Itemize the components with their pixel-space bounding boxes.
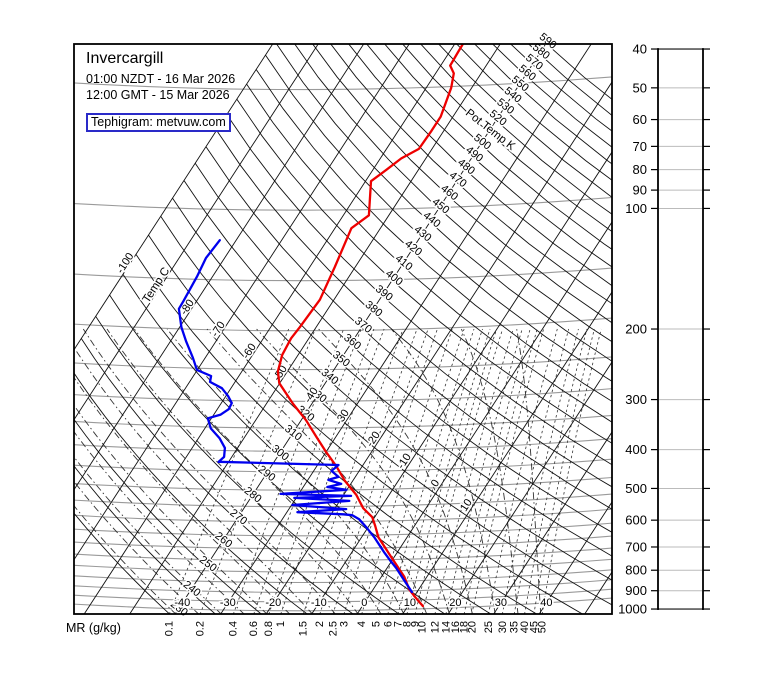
svg-text:1000: 1000 [618,602,647,617]
svg-text:40: 40 [519,621,531,633]
valid-local-time: 01:00 NZDT - 16 Mar 2026 [86,72,236,86]
svg-text:350: 350 [330,349,352,370]
temperature-trace [276,44,464,608]
svg-text:270: 270 [227,507,249,528]
plot-grid [74,44,612,614]
svg-text:35: 35 [509,621,521,633]
svg-text:300: 300 [625,392,647,407]
svg-text:3: 3 [338,621,350,627]
svg-text:0.1: 0.1 [164,621,176,636]
svg-text:0.4: 0.4 [228,621,240,636]
svg-text:0.2: 0.2 [195,621,207,636]
svg-text:410: 410 [393,253,415,274]
dry-adiabat-grid [74,44,612,614]
svg-text:290: 290 [256,463,278,484]
svg-text:-10: -10 [311,597,327,609]
svg-text:30: 30 [495,597,507,609]
svg-text:80: 80 [633,162,647,177]
svg-text:0.8: 0.8 [263,621,275,636]
svg-text:800: 800 [625,563,647,578]
svg-text:14: 14 [440,621,452,633]
svg-text:-50: -50 [271,363,290,383]
valid-gmt-time: 12:00 GMT - 15 Mar 2026 [86,88,230,102]
svg-text:12: 12 [429,621,441,633]
svg-text:300: 300 [269,443,291,464]
svg-text:400: 400 [625,442,647,457]
svg-text:1: 1 [275,621,287,627]
svg-text:900: 900 [625,583,647,598]
svg-text:280: 280 [242,485,264,506]
svg-text:5: 5 [370,621,382,627]
svg-text:50: 50 [633,80,647,95]
title-block: Invercargill 01:00 NZDT - 16 Mar 2026 12… [86,50,235,132]
svg-text:600: 600 [625,513,647,528]
svg-text:-40: -40 [174,597,190,609]
svg-text:20: 20 [466,621,478,633]
svg-text:9: 9 [409,621,421,627]
svg-text:-20: -20 [265,597,281,609]
svg-text:2.5: 2.5 [327,621,339,636]
svg-text:8: 8 [401,621,413,627]
svg-text:90: 90 [633,183,647,198]
dewpoint-trace [177,239,414,594]
svg-text:4: 4 [356,621,368,627]
station-name: Invercargill [86,50,164,67]
svg-text:-30: -30 [220,597,236,609]
svg-text:6: 6 [382,621,394,627]
svg-text:370: 370 [352,315,374,336]
svg-text:18: 18 [459,621,471,633]
svg-text:10: 10 [404,597,416,609]
svg-text:70: 70 [633,139,647,154]
svg-text:60: 60 [633,112,647,127]
svg-text:400: 400 [383,268,405,289]
svg-text:-10: -10 [395,451,414,471]
svg-text:700: 700 [625,539,647,554]
source-link[interactable]: Tephigram: metvuw.com [86,113,231,132]
svg-text:16: 16 [450,621,462,633]
svg-text:20: 20 [449,597,461,609]
svg-text:-30: -30 [333,407,352,427]
svg-text:25: 25 [483,621,495,633]
svg-text:40: 40 [633,42,647,57]
svg-text:7: 7 [392,621,404,627]
svg-text:2: 2 [314,621,326,627]
plot-border [73,43,613,615]
svg-text:200: 200 [625,322,647,337]
pressure-scale-bar: 40 50 60 70 80 90 100 200 300 400 500 600 700 800 900 1… [618,42,710,617]
mixing-ratio-axis-label: MR (g/kg) [66,621,121,635]
svg-text:0: 0 [361,597,367,609]
svg-text:500: 500 [625,481,647,496]
svg-text:-60: -60 [240,341,259,361]
svg-text:360: 360 [341,332,363,353]
svg-text:0.6: 0.6 [248,621,260,636]
svg-text:1.5: 1.5 [298,621,310,636]
svg-text:50: 50 [537,621,549,633]
svg-text:310: 310 [282,423,304,444]
svg-text:45: 45 [528,621,540,633]
svg-text:30: 30 [497,621,509,633]
isotherm-grid [74,44,612,614]
svg-text:10: 10 [417,621,429,633]
svg-text:390: 390 [373,283,395,304]
svg-text:420: 420 [402,238,424,259]
svg-text:380: 380 [363,299,385,320]
svg-text:-100: -100 [114,251,136,276]
svg-text:100: 100 [625,201,647,216]
svg-text:40: 40 [540,597,552,609]
